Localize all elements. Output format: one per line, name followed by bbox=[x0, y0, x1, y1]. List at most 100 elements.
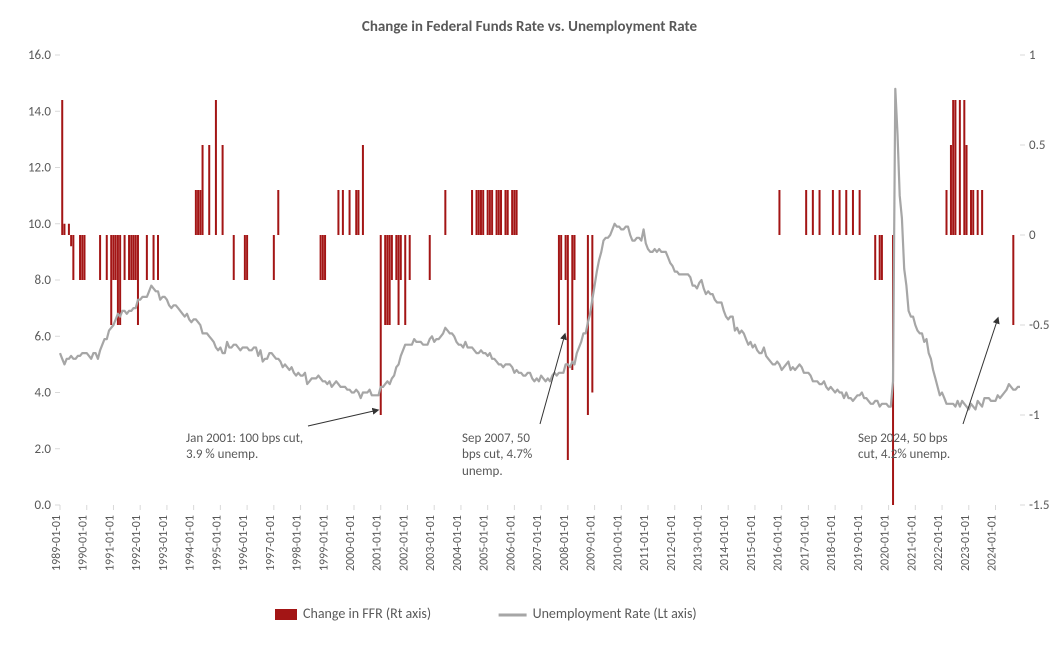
x-axis-tick-label: 2020-01-01 bbox=[879, 515, 893, 571]
x-axis-tick-label: 2014-01-01 bbox=[718, 515, 732, 571]
ffr-bar bbox=[491, 190, 493, 235]
ffr-bar bbox=[489, 190, 491, 235]
ffr-bar bbox=[395, 235, 397, 280]
ffr-bar bbox=[153, 235, 155, 280]
x-axis-tick-label: 1996-01-01 bbox=[237, 515, 251, 571]
x-axis-tick-label: 1991-01-01 bbox=[103, 515, 117, 571]
ffr-bar bbox=[513, 190, 515, 235]
left-axis-tick-label: 16.0 bbox=[28, 48, 51, 63]
x-axis-tick-label: 1994-01-01 bbox=[184, 515, 198, 571]
x-axis-tick-label: 2005-01-01 bbox=[478, 515, 492, 571]
ffr-bar bbox=[476, 190, 478, 235]
ffr-bar bbox=[135, 235, 137, 280]
ffr-bar bbox=[574, 235, 576, 280]
ffr-bar bbox=[507, 190, 509, 235]
x-axis-tick-label: 2010-01-01 bbox=[611, 515, 625, 571]
ffr-bar bbox=[386, 235, 388, 325]
legend: Change in FFR (Rt axis) Unemployment Rate… bbox=[275, 605, 697, 622]
ffr-bar bbox=[591, 235, 593, 393]
ffr-bar bbox=[805, 190, 807, 235]
ffr-bar bbox=[839, 190, 841, 235]
ffr-bar bbox=[480, 190, 482, 235]
ffr-bar bbox=[952, 100, 954, 235]
x-axis-tick-label: 2021-01-01 bbox=[905, 515, 919, 571]
x-axis-tick-label: 2008-01-01 bbox=[558, 515, 572, 571]
ffr-bar bbox=[72, 235, 74, 280]
x-axis-tick-label: 2004-01-01 bbox=[451, 515, 465, 571]
ffr-bar bbox=[130, 235, 132, 280]
ffr-bar bbox=[202, 145, 204, 235]
ffr-bar bbox=[391, 235, 393, 280]
ffr-bar bbox=[70, 235, 72, 246]
left-axis-tick-label: 14.0 bbox=[28, 104, 51, 119]
ffr-bar bbox=[400, 235, 402, 280]
annotation-arrow bbox=[963, 318, 998, 424]
ffr-bar bbox=[571, 235, 573, 370]
ffr-bar bbox=[197, 190, 199, 235]
ffr-bar bbox=[68, 224, 70, 235]
x-axis-tick-label: 2003-01-01 bbox=[424, 515, 438, 571]
x-axis-tick-label: 2013-01-01 bbox=[691, 515, 705, 571]
annotation-text: Sep 2024, 50 bpscut, 4.2% unemp. bbox=[858, 431, 998, 464]
right-axis-tick-label: -0.5 bbox=[1029, 318, 1049, 333]
x-axis-tick-label: 2012-01-01 bbox=[665, 515, 679, 571]
x-axis-tick-label: 1990-01-01 bbox=[77, 515, 91, 571]
ffr-bar bbox=[106, 235, 108, 280]
ffr-bar bbox=[357, 190, 359, 235]
right-axis-tick-label: -1 bbox=[1029, 408, 1040, 423]
x-axis-tick-label: 2007-01-01 bbox=[531, 515, 545, 571]
ffr-bar bbox=[195, 190, 197, 235]
ffr-bar bbox=[342, 190, 344, 235]
x-axis-tick-label: 2001-01-01 bbox=[371, 515, 385, 571]
ffr-bar bbox=[208, 145, 210, 235]
x-axis-tick-label: 2017-01-01 bbox=[798, 515, 812, 571]
ffr-bar bbox=[482, 190, 484, 235]
ffr-bar bbox=[516, 190, 518, 235]
ffr-bar bbox=[133, 235, 135, 280]
x-axis-tick-label: 1992-01-01 bbox=[130, 515, 144, 571]
ffr-bar bbox=[112, 235, 114, 280]
ffr-bar bbox=[115, 235, 117, 280]
ffr-bar bbox=[79, 235, 81, 280]
ffr-bar bbox=[500, 190, 502, 235]
ffr-bar bbox=[124, 235, 126, 280]
ffr-bar bbox=[349, 190, 351, 235]
x-axis-tick-label: 2022-01-01 bbox=[932, 515, 946, 571]
annotation-arrow bbox=[308, 410, 378, 426]
ffr-bar bbox=[963, 100, 965, 235]
chart-container: Change in Federal Funds Rate vs. Unemplo… bbox=[0, 0, 1059, 650]
ffr-bar bbox=[498, 190, 500, 235]
x-axis-tick-label: 1998-01-01 bbox=[291, 515, 305, 571]
ffr-bar bbox=[384, 235, 386, 325]
ffr-bar bbox=[504, 190, 506, 235]
right-axis-tick-label: 1 bbox=[1029, 48, 1036, 63]
ffr-bar bbox=[778, 190, 780, 235]
ffr-bar bbox=[950, 145, 952, 235]
annotation-text: Jan 2001: 100 bps cut,3.9 % unemp. bbox=[186, 431, 336, 464]
ffr-bar bbox=[874, 235, 876, 280]
right-axis-tick-label: 0 bbox=[1029, 228, 1036, 243]
ffr-bar bbox=[429, 235, 431, 280]
legend-label: Unemployment Rate (Lt axis) bbox=[533, 605, 697, 622]
ffr-bar bbox=[560, 235, 562, 280]
ffr-bar bbox=[320, 235, 322, 280]
x-axis-tick-label: 1997-01-01 bbox=[264, 515, 278, 571]
ffr-bar bbox=[977, 190, 979, 235]
ffr-bar bbox=[959, 100, 961, 235]
ffr-bar bbox=[61, 100, 63, 235]
ffr-bar bbox=[277, 190, 279, 235]
legend-label: Change in FFR (Rt axis) bbox=[303, 605, 431, 622]
ffr-bar bbox=[244, 235, 246, 280]
ffr-bar bbox=[389, 235, 391, 325]
x-axis-tick-label: 2009-01-01 bbox=[585, 515, 599, 571]
ffr-bar bbox=[859, 190, 861, 235]
x-axis-tick-label: 1995-01-01 bbox=[210, 515, 224, 571]
ffr-bar bbox=[954, 100, 956, 235]
right-axis-tick-label: -1.5 bbox=[1029, 498, 1049, 513]
ffr-bar bbox=[879, 235, 881, 280]
chart-svg: 0.02.04.06.08.010.012.014.016.0-1.5-1-0.… bbox=[0, 0, 1059, 650]
annotation-text: Sep 2007, 50bps cut, 4.7%unemp. bbox=[462, 431, 572, 480]
ffr-bar bbox=[845, 190, 847, 235]
ffr-bar bbox=[246, 235, 248, 280]
ffr-bar bbox=[99, 235, 101, 280]
